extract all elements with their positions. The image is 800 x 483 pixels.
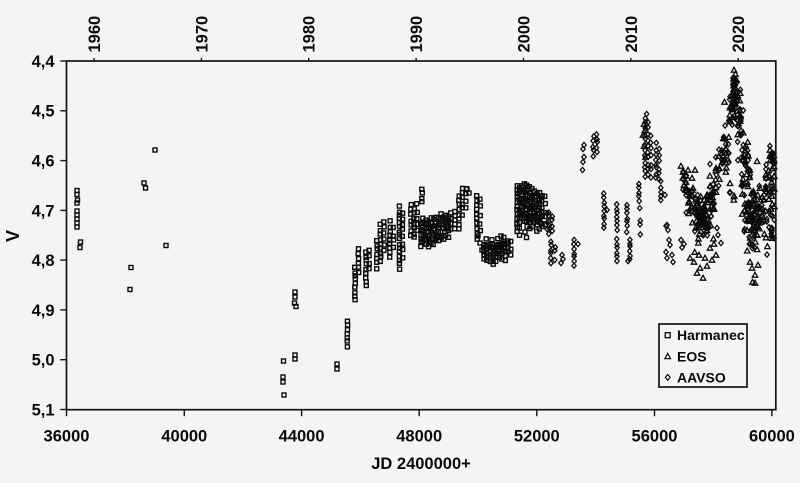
svg-text:5,0: 5,0 [32,352,55,370]
svg-text:36000: 36000 [44,428,90,446]
svg-text:4,7: 4,7 [32,202,55,220]
svg-text:4,8: 4,8 [32,252,55,270]
svg-text:1970: 1970 [193,16,211,53]
svg-text:2000: 2000 [515,16,533,53]
svg-text:4,9: 4,9 [32,302,55,320]
svg-text:EOS: EOS [677,348,707,364]
svg-text:4,6: 4,6 [32,153,55,171]
svg-text:2010: 2010 [623,16,641,53]
svg-text:44000: 44000 [279,428,325,446]
svg-text:AAVSO: AAVSO [677,369,726,385]
svg-text:1990: 1990 [408,16,426,53]
svg-text:1980: 1980 [301,16,319,53]
svg-text:52000: 52000 [514,428,560,446]
svg-text:1960: 1960 [86,16,104,53]
svg-text:5,1: 5,1 [32,401,55,419]
svg-text:JD 2400000+: JD 2400000+ [371,455,471,473]
svg-text:40000: 40000 [161,428,207,446]
svg-text:V: V [3,230,23,242]
svg-text:Harmanec: Harmanec [677,327,745,343]
svg-text:4,4: 4,4 [32,53,56,71]
svg-text:56000: 56000 [632,428,678,446]
svg-text:4,5: 4,5 [32,103,55,121]
svg-text:2020: 2020 [730,16,748,53]
svg-text:48000: 48000 [396,428,442,446]
svg-text:60000: 60000 [749,428,795,446]
